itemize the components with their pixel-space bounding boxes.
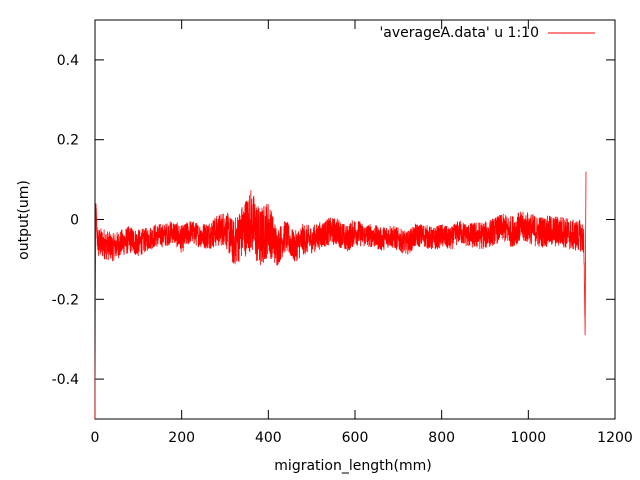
x-tick-label: 1200 bbox=[597, 430, 633, 446]
x-tick-label: 800 bbox=[428, 430, 455, 446]
x-tick-label: 600 bbox=[342, 430, 369, 446]
y-tick-label: 0.4 bbox=[57, 53, 79, 69]
x-tick-label: 1000 bbox=[511, 430, 547, 446]
ticks: 0 200 400 600 800 1000 1200 -0.4 -0.2 0 0.2 0.4 bbox=[52, 20, 633, 446]
legend: 'averageA.data' u 1:10 bbox=[379, 25, 595, 41]
x-tick-label: 400 bbox=[255, 430, 282, 446]
x-tick-label: 200 bbox=[168, 430, 195, 446]
series-layer bbox=[94, 171, 587, 420]
x-axis-label: migration_length(mm) bbox=[274, 458, 431, 474]
y-axis-label: output(um) bbox=[16, 180, 32, 260]
y-tick-label: -0.2 bbox=[52, 292, 79, 308]
y-tick-label: -0.4 bbox=[52, 372, 79, 388]
y-tick-label: 0.2 bbox=[57, 133, 79, 149]
y-tick-label: 0 bbox=[70, 213, 79, 229]
x-tick-label: 0 bbox=[91, 430, 100, 446]
legend-label: 'averageA.data' u 1:10 bbox=[379, 25, 539, 41]
series-line bbox=[94, 171, 587, 420]
